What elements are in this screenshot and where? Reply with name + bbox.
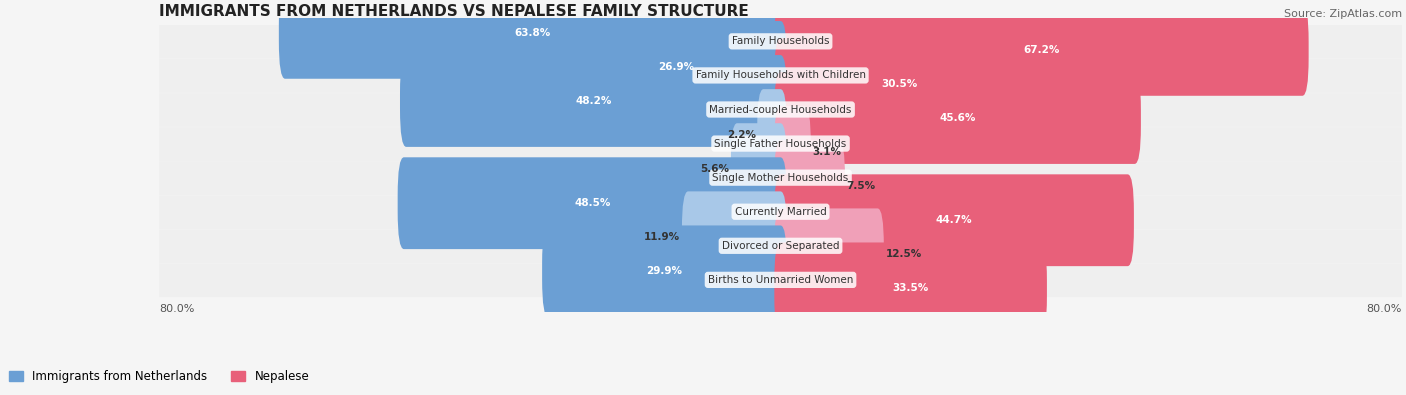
Text: Family Households with Children: Family Households with Children: [696, 70, 866, 81]
FancyBboxPatch shape: [775, 4, 1309, 96]
Text: 12.5%: 12.5%: [886, 249, 921, 259]
FancyBboxPatch shape: [159, 196, 1402, 229]
Text: Single Father Households: Single Father Households: [714, 139, 846, 149]
FancyBboxPatch shape: [775, 106, 811, 198]
Text: 63.8%: 63.8%: [515, 28, 551, 38]
Text: Source: ZipAtlas.com: Source: ZipAtlas.com: [1284, 9, 1402, 19]
FancyBboxPatch shape: [775, 209, 884, 300]
FancyBboxPatch shape: [758, 89, 787, 181]
FancyBboxPatch shape: [159, 229, 1402, 263]
Text: 48.2%: 48.2%: [575, 96, 612, 106]
Text: 33.5%: 33.5%: [893, 283, 929, 293]
Text: 80.0%: 80.0%: [159, 304, 194, 314]
Text: Currently Married: Currently Married: [735, 207, 827, 217]
Text: Births to Unmarried Women: Births to Unmarried Women: [707, 275, 853, 285]
FancyBboxPatch shape: [543, 226, 787, 317]
FancyBboxPatch shape: [398, 157, 787, 249]
Text: 45.6%: 45.6%: [939, 113, 976, 123]
Legend: Immigrants from Netherlands, Nepalese: Immigrants from Netherlands, Nepalese: [4, 365, 315, 388]
Text: 11.9%: 11.9%: [644, 232, 681, 242]
Text: 7.5%: 7.5%: [846, 181, 876, 191]
FancyBboxPatch shape: [159, 59, 1402, 93]
Text: Married-couple Households: Married-couple Households: [710, 105, 852, 115]
FancyBboxPatch shape: [682, 191, 787, 283]
FancyBboxPatch shape: [278, 0, 787, 79]
FancyBboxPatch shape: [775, 243, 1047, 334]
FancyBboxPatch shape: [159, 127, 1402, 161]
Text: Family Households: Family Households: [731, 36, 830, 46]
Text: 67.2%: 67.2%: [1024, 45, 1060, 55]
FancyBboxPatch shape: [775, 174, 1133, 266]
Text: 80.0%: 80.0%: [1367, 304, 1402, 314]
FancyBboxPatch shape: [775, 38, 1024, 130]
FancyBboxPatch shape: [775, 140, 845, 232]
Text: 26.9%: 26.9%: [658, 62, 695, 72]
Text: IMMIGRANTS FROM NETHERLANDS VS NEPALESE FAMILY STRUCTURE: IMMIGRANTS FROM NETHERLANDS VS NEPALESE …: [159, 4, 749, 19]
FancyBboxPatch shape: [159, 25, 1402, 58]
Text: 44.7%: 44.7%: [936, 215, 973, 225]
Text: 3.1%: 3.1%: [813, 147, 841, 157]
FancyBboxPatch shape: [159, 93, 1402, 127]
FancyBboxPatch shape: [159, 263, 1402, 297]
Text: 5.6%: 5.6%: [700, 164, 730, 174]
Text: Single Mother Households: Single Mother Households: [713, 173, 849, 182]
Text: 29.9%: 29.9%: [647, 266, 682, 276]
Text: 30.5%: 30.5%: [880, 79, 917, 89]
FancyBboxPatch shape: [565, 21, 787, 113]
Text: Divorced or Separated: Divorced or Separated: [721, 241, 839, 251]
Text: 2.2%: 2.2%: [727, 130, 755, 140]
FancyBboxPatch shape: [399, 55, 787, 147]
FancyBboxPatch shape: [159, 161, 1402, 195]
FancyBboxPatch shape: [731, 123, 787, 215]
Text: 48.5%: 48.5%: [574, 198, 610, 208]
FancyBboxPatch shape: [775, 72, 1140, 164]
